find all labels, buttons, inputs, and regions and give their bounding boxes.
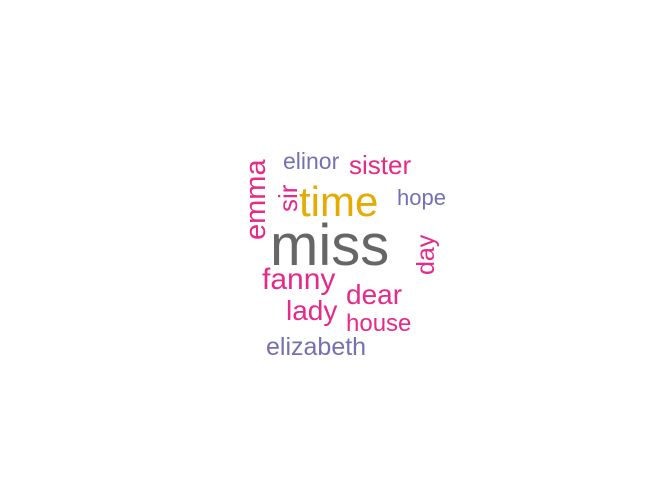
word-elinor: elinor — [283, 148, 340, 174]
word-elizabeth: elizabeth — [266, 333, 366, 361]
word-day: day — [412, 234, 440, 275]
word-lady: lady — [286, 295, 337, 326]
word-fanny: fanny — [262, 263, 335, 296]
word-dear: dear — [346, 279, 402, 310]
word-miss: miss — [270, 213, 389, 278]
word-time: time — [299, 178, 378, 225]
word-hope: hope — [397, 185, 446, 210]
word-house: house — [346, 310, 411, 337]
word-emma: emma — [240, 159, 272, 240]
word-sister: sister — [349, 150, 411, 180]
word-sir: sir — [273, 184, 303, 212]
